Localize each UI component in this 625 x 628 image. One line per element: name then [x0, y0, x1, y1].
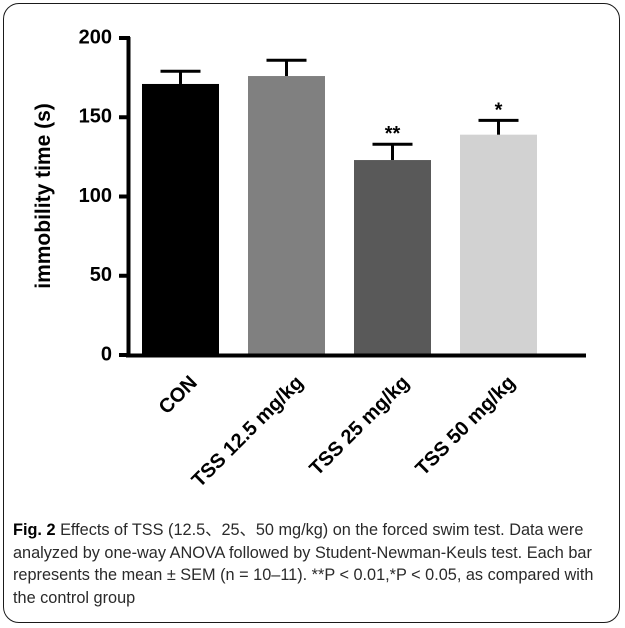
- bar-1: [248, 76, 325, 355]
- bar-3: [460, 134, 537, 355]
- caption-label: Fig. 2: [13, 521, 56, 539]
- x-tick-label-3: TSS 50 mg/kg: [411, 372, 519, 480]
- x-tick-label-2: TSS 25 mg/kg: [305, 372, 413, 480]
- y-tick-label-0: 0: [101, 343, 112, 365]
- significance-marker-2: **: [385, 123, 401, 145]
- y-tick-label-2: 100: [79, 185, 112, 207]
- y-tick-label-3: 150: [79, 106, 112, 128]
- y-tick-label-1: 50: [90, 264, 112, 286]
- y-ticks-layer: 0 50 100 150 200: [79, 26, 130, 365]
- error-bars-layer: [160, 58, 519, 161]
- significance-marker-3: *: [495, 99, 503, 121]
- figure-caption: Fig. 2 Effects of TSS (12.5、25、50 mg/kg)…: [13, 519, 609, 609]
- y-tick-label-4: 200: [79, 26, 112, 48]
- x-tick-label-1: TSS 12.5 mg/kg: [188, 372, 308, 492]
- x-tick-label-0: CON: [155, 372, 202, 419]
- bars-layer: [142, 76, 537, 355]
- bar-0: [142, 83, 219, 355]
- y-axis-label: immobility time (s): [32, 103, 55, 289]
- figure-frame: [3, 3, 620, 623]
- bar-2: [354, 160, 431, 355]
- significance-layer: ***: [385, 99, 503, 145]
- caption-text: Effects of TSS (12.5、25、50 mg/kg) on the…: [13, 521, 594, 607]
